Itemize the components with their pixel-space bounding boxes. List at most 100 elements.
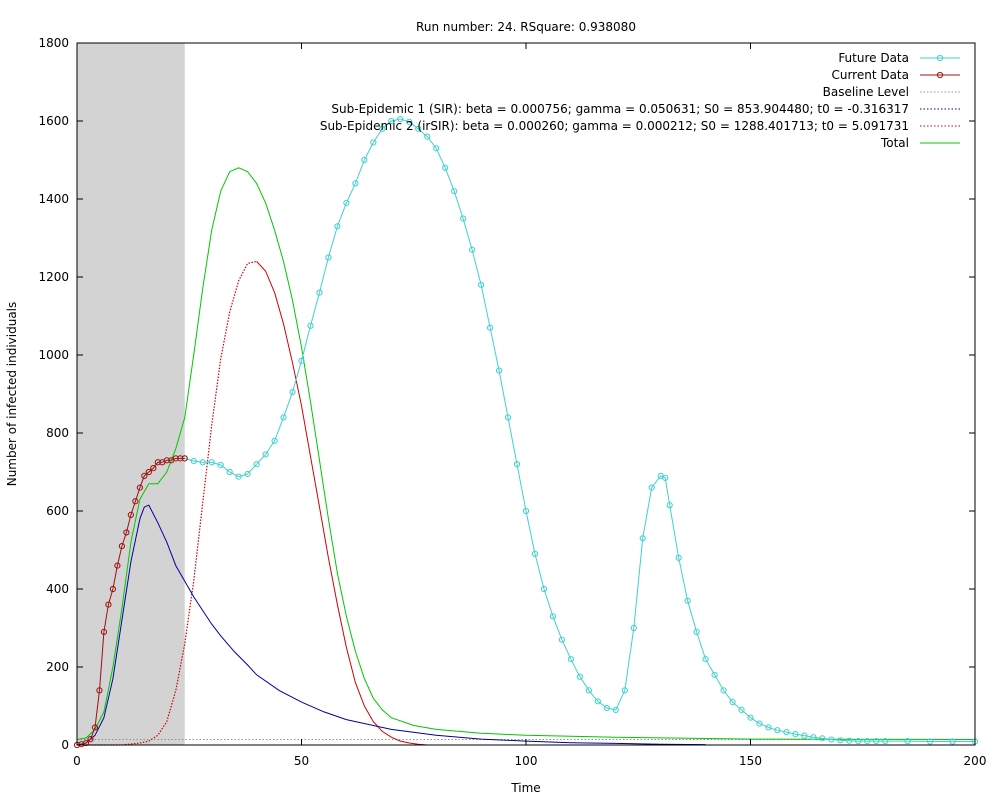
data-point (612, 706, 619, 714)
legend-item: Baseline Level (823, 85, 960, 99)
data-point (316, 289, 323, 296)
legend-item: Current Data (831, 68, 960, 82)
series-line (76, 504, 706, 746)
data-point (91, 724, 99, 731)
data-point (927, 738, 934, 745)
data-point (576, 673, 583, 680)
legend-label: Current Data (831, 68, 909, 82)
y-tick-label: 1600 (38, 114, 69, 128)
data-point (639, 535, 646, 542)
series-line (184, 118, 975, 742)
data-point (864, 738, 871, 745)
series-line-dotted (77, 260, 257, 746)
data-point (522, 507, 530, 515)
legend-item: Sub-Epidemic 2 (irSIR): beta = 0.000260;… (320, 119, 960, 133)
data-point (379, 125, 386, 132)
data-point (289, 388, 296, 396)
series-4 (77, 260, 428, 746)
x-tick-label: 100 (515, 754, 538, 768)
data-point (451, 188, 458, 195)
data-point (478, 281, 485, 288)
data-point (226, 468, 233, 476)
x-tick-label: 50 (294, 754, 309, 768)
data-point (271, 437, 278, 444)
data-point (82, 739, 90, 747)
y-tick-label: 1400 (38, 192, 69, 206)
data-point (837, 737, 844, 744)
data-point (540, 585, 548, 593)
data-point (96, 687, 103, 694)
data-point (208, 459, 215, 466)
data-point (531, 550, 539, 558)
data-point (87, 736, 94, 743)
data-point (361, 156, 368, 164)
x-tick-label: 0 (73, 754, 81, 768)
data-point (118, 543, 126, 550)
data-point (594, 698, 601, 705)
legend-label: Baseline Level (823, 85, 909, 99)
data-point (177, 455, 184, 462)
data-point (747, 714, 754, 721)
data-point (154, 459, 161, 466)
data-point (307, 322, 314, 329)
y-tick-label: 1200 (38, 270, 69, 284)
legend: Future Data Current Data Baseline Level Sub… (320, 51, 960, 150)
data-point (855, 738, 862, 745)
data-point (424, 133, 431, 140)
data-point (109, 585, 117, 593)
data-point (693, 628, 700, 636)
data-point (621, 687, 628, 694)
data-point (199, 459, 206, 466)
data-point (141, 472, 148, 479)
data-point (882, 738, 889, 745)
data-point (504, 414, 512, 421)
y-tick-label: 200 (46, 660, 69, 674)
data-point (397, 115, 404, 123)
data-point (774, 727, 781, 734)
data-point (711, 671, 718, 678)
data-point (163, 457, 170, 464)
legend-marker (936, 54, 944, 62)
data-point (253, 461, 260, 468)
data-point (630, 624, 637, 632)
plot-frame (76, 42, 976, 746)
y-tick-label: 400 (46, 582, 69, 596)
data-point (190, 457, 197, 465)
legend-label: Total (880, 136, 909, 150)
data-point (585, 687, 592, 694)
data-point (114, 562, 121, 569)
data-point (720, 687, 727, 694)
data-point (388, 117, 395, 125)
series-line (76, 167, 976, 740)
series-3 (76, 504, 706, 746)
data-point (298, 357, 305, 364)
legend-label: Future Data (838, 51, 909, 65)
data-point (702, 656, 709, 663)
y-tick-label: 1000 (38, 348, 69, 362)
x-tick-label: 150 (739, 754, 762, 768)
data-point (904, 738, 911, 745)
data-point (145, 468, 152, 476)
data-point (567, 656, 575, 663)
data-point (244, 470, 251, 478)
chart-title: Run number: 24. RSquare: 0.938080 (416, 20, 636, 34)
data-point (172, 455, 179, 462)
data-point (558, 636, 566, 643)
series-line (256, 261, 428, 746)
y-tick-label: 1800 (38, 36, 69, 50)
data-point (352, 180, 359, 187)
x-tick-label: 200 (964, 754, 987, 768)
data-point (495, 367, 503, 374)
data-point (819, 735, 826, 742)
data-point (675, 554, 682, 561)
data-point (765, 724, 772, 731)
data-point (684, 597, 691, 604)
data-point (136, 484, 143, 491)
shaded-region (77, 43, 185, 745)
data-point (105, 601, 112, 608)
data-point (756, 720, 763, 727)
legend-label: Sub-Epidemic 1 (SIR): beta = 0.000756; g… (331, 102, 909, 116)
data-point (469, 246, 476, 253)
legend-item: Total (880, 136, 960, 150)
